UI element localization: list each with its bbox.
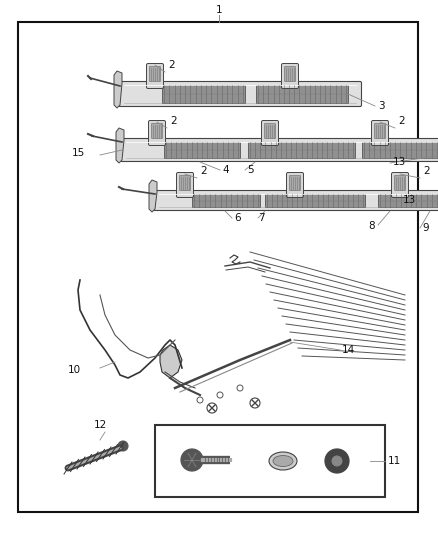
Text: 5: 5 [247, 165, 254, 175]
FancyBboxPatch shape [120, 139, 438, 161]
Polygon shape [114, 71, 122, 108]
Bar [378, 194, 438, 207]
Text: 7: 7 [258, 213, 265, 223]
FancyBboxPatch shape [290, 175, 300, 190]
Text: 4: 4 [222, 165, 229, 175]
Bar [265, 194, 365, 207]
FancyBboxPatch shape [146, 63, 163, 88]
Text: 12: 12 [93, 420, 106, 430]
FancyBboxPatch shape [286, 173, 304, 198]
Text: 2: 2 [423, 166, 430, 176]
Text: 2: 2 [200, 166, 207, 176]
FancyBboxPatch shape [119, 82, 361, 107]
Bar [162, 85, 245, 103]
Text: 9: 9 [422, 223, 429, 233]
Text: 13: 13 [403, 195, 416, 205]
Text: 3: 3 [378, 101, 385, 111]
Text: 15: 15 [72, 148, 85, 158]
Circle shape [118, 441, 128, 451]
Bar [248, 142, 355, 158]
Circle shape [332, 456, 342, 466]
Text: 2: 2 [168, 60, 175, 70]
FancyBboxPatch shape [261, 120, 279, 146]
FancyBboxPatch shape [392, 173, 409, 198]
FancyBboxPatch shape [395, 175, 406, 190]
FancyBboxPatch shape [180, 175, 191, 190]
Text: 8: 8 [368, 221, 375, 231]
Text: 13: 13 [393, 157, 406, 167]
Polygon shape [116, 128, 124, 163]
Text: 1: 1 [215, 5, 223, 15]
FancyBboxPatch shape [148, 120, 166, 146]
FancyBboxPatch shape [149, 67, 160, 82]
Polygon shape [149, 180, 157, 212]
Ellipse shape [269, 452, 297, 470]
Text: 10: 10 [68, 365, 81, 375]
FancyBboxPatch shape [282, 63, 299, 88]
Bar [155, 425, 385, 497]
Polygon shape [160, 345, 182, 378]
Text: 2: 2 [170, 116, 177, 126]
Bar [164, 142, 240, 158]
Ellipse shape [273, 456, 293, 466]
FancyBboxPatch shape [153, 190, 438, 211]
FancyBboxPatch shape [371, 120, 389, 146]
FancyBboxPatch shape [177, 173, 194, 198]
Bar [362, 142, 438, 158]
Bar [192, 194, 260, 207]
FancyBboxPatch shape [285, 67, 296, 82]
Bar [256, 85, 348, 103]
Circle shape [325, 449, 349, 473]
FancyBboxPatch shape [374, 124, 385, 139]
Text: 2: 2 [398, 116, 405, 126]
Text: 6: 6 [234, 213, 240, 223]
Circle shape [181, 449, 203, 471]
FancyBboxPatch shape [265, 124, 276, 139]
Text: 14: 14 [342, 345, 355, 355]
Text: 11: 11 [388, 456, 401, 466]
FancyBboxPatch shape [152, 124, 162, 139]
